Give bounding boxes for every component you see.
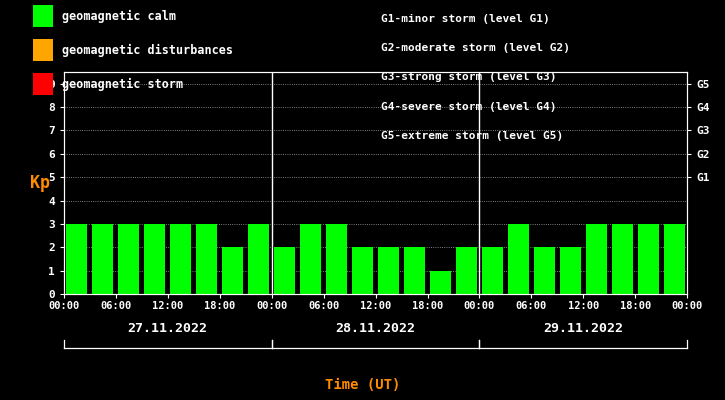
- Text: 27.11.2022: 27.11.2022: [128, 322, 208, 334]
- Bar: [274, 247, 295, 294]
- Text: G2-moderate storm (level G2): G2-moderate storm (level G2): [381, 43, 570, 53]
- Text: G5-extreme storm (level G5): G5-extreme storm (level G5): [381, 131, 563, 141]
- Bar: [664, 224, 684, 294]
- Text: G3-strong storm (level G3): G3-strong storm (level G3): [381, 72, 556, 82]
- Text: geomagnetic storm: geomagnetic storm: [62, 78, 183, 90]
- Text: 28.11.2022: 28.11.2022: [336, 322, 415, 334]
- Bar: [118, 224, 139, 294]
- Bar: [196, 224, 217, 294]
- Bar: [430, 271, 451, 294]
- Bar: [638, 224, 659, 294]
- Bar: [560, 247, 581, 294]
- Text: 29.11.2022: 29.11.2022: [543, 322, 624, 334]
- Bar: [326, 224, 347, 294]
- Bar: [456, 247, 477, 294]
- Text: G4-severe storm (level G4): G4-severe storm (level G4): [381, 102, 556, 112]
- Bar: [378, 247, 399, 294]
- Bar: [67, 224, 87, 294]
- Text: G1-minor storm (level G1): G1-minor storm (level G1): [381, 14, 550, 24]
- Text: geomagnetic disturbances: geomagnetic disturbances: [62, 44, 233, 56]
- Bar: [92, 224, 113, 294]
- Bar: [223, 247, 243, 294]
- Bar: [404, 247, 425, 294]
- Bar: [534, 247, 555, 294]
- Bar: [612, 224, 633, 294]
- Bar: [482, 247, 503, 294]
- Bar: [144, 224, 165, 294]
- Bar: [508, 224, 529, 294]
- Text: Time (UT): Time (UT): [325, 378, 400, 392]
- Text: geomagnetic calm: geomagnetic calm: [62, 10, 175, 22]
- Bar: [248, 224, 269, 294]
- Bar: [300, 224, 321, 294]
- Bar: [352, 247, 373, 294]
- Bar: [170, 224, 191, 294]
- Bar: [586, 224, 607, 294]
- Y-axis label: Kp: Kp: [30, 174, 50, 192]
